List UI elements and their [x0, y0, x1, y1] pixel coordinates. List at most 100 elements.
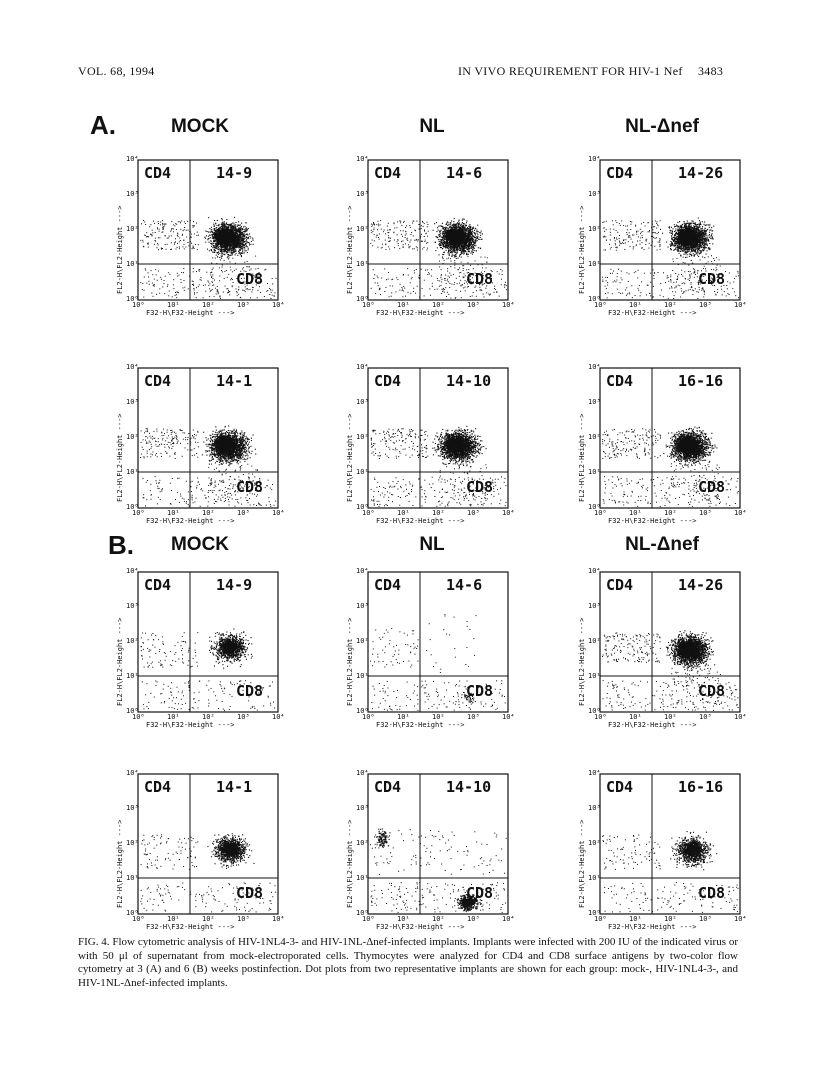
y-tick-label: 10² — [588, 637, 601, 645]
x-tick-label: 10¹ — [397, 915, 410, 923]
plot-frame — [367, 367, 509, 509]
dot-plot-canvas — [137, 773, 279, 915]
x-tick-label: 10³ — [699, 509, 712, 517]
dot-plot: CD4 14-6 CD8 10⁰ 10¹ 10² 10³ 10⁴ 10⁰ 10¹ 10² 10³ 10⁴… — [346, 155, 528, 318]
x-axis-label: F32-H\F32-Height ---> — [146, 721, 235, 729]
column-title: NL-Δnef — [562, 534, 762, 556]
y-tick-label: 10¹ — [356, 468, 369, 476]
quadrant-label-cd4: CD4 — [606, 778, 633, 796]
x-tick-label: 10¹ — [167, 509, 180, 517]
x-tick-label: 10⁴ — [502, 915, 515, 923]
quadrant-label-cd4: CD4 — [606, 576, 633, 594]
dot-plot-canvas — [599, 367, 741, 509]
x-tick-label: 10¹ — [629, 509, 642, 517]
y-tick-label: 10³ — [356, 190, 369, 198]
x-tick-label: 10⁴ — [734, 713, 747, 721]
y-tick-label: 10⁴ — [356, 567, 369, 575]
x-tick-label: 10⁴ — [502, 713, 515, 721]
y-tick-label: 10¹ — [126, 874, 139, 882]
x-tick-label: 10¹ — [397, 713, 410, 721]
dot-plot: CD4 14-10 CD8 10⁰ 10¹ 10² 10³ 10⁴ 10⁰ 10¹ 10² 10³ 10… — [346, 363, 528, 526]
plot-frame — [599, 773, 741, 915]
implant-id: 14-9 — [216, 164, 252, 182]
y-tick-label: 10² — [588, 433, 601, 441]
y-tick-label: 10³ — [126, 804, 139, 812]
x-tick-label: 10⁰ — [132, 509, 145, 517]
x-tick-label: 10⁴ — [272, 713, 285, 721]
y-tick-label: 10⁴ — [126, 769, 139, 777]
dot-plot: CD4 14-26 CD8 10⁰ 10¹ 10² 10³ 10⁴ 10⁰ 10¹ 10² 10³ 10… — [578, 567, 760, 730]
quadrant-label-cd4: CD4 — [606, 164, 633, 182]
y-tick-label: 10⁰ — [126, 295, 139, 303]
dot-plot: CD4 14-1 CD8 10⁰ 10¹ 10² 10³ 10⁴ 10⁰ 10¹ 10² 10³ 10⁴… — [116, 769, 298, 932]
column-title: MOCK — [100, 116, 300, 138]
x-tick-label: 10³ — [237, 713, 250, 721]
y-tick-label: 10² — [588, 839, 601, 847]
x-tick-label: 10³ — [237, 301, 250, 309]
dot-plot-canvas — [367, 367, 509, 509]
y-tick-label: 10¹ — [126, 672, 139, 680]
dot-plot-canvas — [599, 159, 741, 301]
x-tick-label: 10² — [664, 713, 677, 721]
panel-letter-b: B. — [108, 530, 134, 561]
y-axis-label: FL2-H\FL2-Height ---> — [116, 413, 124, 502]
y-tick-label: 10⁴ — [588, 155, 601, 163]
x-tick-label: 10³ — [467, 915, 480, 923]
x-tick-label: 10² — [432, 915, 445, 923]
y-tick-label: 10¹ — [588, 672, 601, 680]
x-axis-label: F32-H\F32-Height ---> — [376, 721, 465, 729]
x-tick-label: 10⁴ — [272, 301, 285, 309]
x-tick-label: 10³ — [467, 509, 480, 517]
x-axis-label: F32-H\F32-Height ---> — [376, 923, 465, 931]
x-tick-label: 10³ — [699, 713, 712, 721]
y-tick-label: 10¹ — [126, 260, 139, 268]
event-dots — [370, 828, 507, 913]
event-dots — [370, 218, 507, 299]
y-axis-label: FL2-H\FL2-Height ---> — [578, 413, 586, 502]
y-tick-label: 10⁴ — [588, 363, 601, 371]
x-tick-label: 10⁰ — [362, 713, 375, 721]
y-tick-label: 10⁰ — [126, 707, 139, 715]
dot-plot-canvas — [367, 159, 509, 301]
event-dots — [140, 425, 277, 507]
quadrant-label-cd8: CD8 — [236, 884, 263, 902]
x-tick-label: 10² — [664, 509, 677, 517]
event-dots — [602, 630, 739, 711]
y-tick-label: 10¹ — [356, 260, 369, 268]
x-tick-label: 10⁴ — [734, 915, 747, 923]
dot-plot: CD4 14-1 CD8 10⁰ 10¹ 10² 10³ 10⁴ 10⁰ 10¹ 10² 10³ 10⁴… — [116, 363, 298, 526]
y-tick-label: 10⁴ — [356, 363, 369, 371]
event-dots — [140, 216, 277, 299]
event-dots — [370, 425, 507, 507]
x-tick-label: 10¹ — [629, 301, 642, 309]
x-tick-label: 10⁰ — [594, 301, 607, 309]
x-tick-label: 10² — [202, 509, 215, 517]
x-tick-label: 10¹ — [629, 713, 642, 721]
quadrant-label-cd8: CD8 — [466, 682, 493, 700]
y-tick-label: 10¹ — [588, 468, 601, 476]
y-tick-label: 10² — [588, 225, 601, 233]
x-axis-label: F32-H\F32-Height ---> — [608, 923, 697, 931]
column-title: NL — [332, 116, 532, 138]
dot-plot: CD4 14-10 CD8 10⁰ 10¹ 10² 10³ 10⁴ 10⁰ 10¹ 10² 10³ 10… — [346, 769, 528, 932]
y-tick-label: 10⁰ — [356, 503, 369, 511]
quadrant-label-cd8: CD8 — [698, 270, 725, 288]
y-tick-label: 10³ — [356, 398, 369, 406]
y-tick-label: 10¹ — [356, 874, 369, 882]
x-tick-label: 10⁴ — [502, 301, 515, 309]
y-tick-label: 10⁰ — [126, 909, 139, 917]
y-axis-label: FL2-H\FL2-Height ---> — [346, 819, 354, 908]
x-axis-label: F32-H\F32-Height ---> — [146, 309, 235, 317]
quadrant-label-cd4: CD4 — [144, 778, 171, 796]
dot-plot: CD4 16-16 CD8 10⁰ 10¹ 10² 10³ 10⁴ 10⁰ 10¹ 10² 10³ 10… — [578, 363, 760, 526]
dot-plot-canvas — [367, 773, 509, 915]
y-tick-label: 10³ — [588, 398, 601, 406]
plot-frame — [599, 367, 741, 509]
x-tick-label: 10³ — [467, 301, 480, 309]
plot-frame — [367, 773, 509, 915]
plot-frame — [367, 571, 509, 713]
implant-id: 14-6 — [446, 164, 482, 182]
y-tick-label: 10⁰ — [588, 503, 601, 511]
x-tick-label: 10⁰ — [362, 915, 375, 923]
quadrant-label-cd4: CD4 — [374, 372, 401, 390]
